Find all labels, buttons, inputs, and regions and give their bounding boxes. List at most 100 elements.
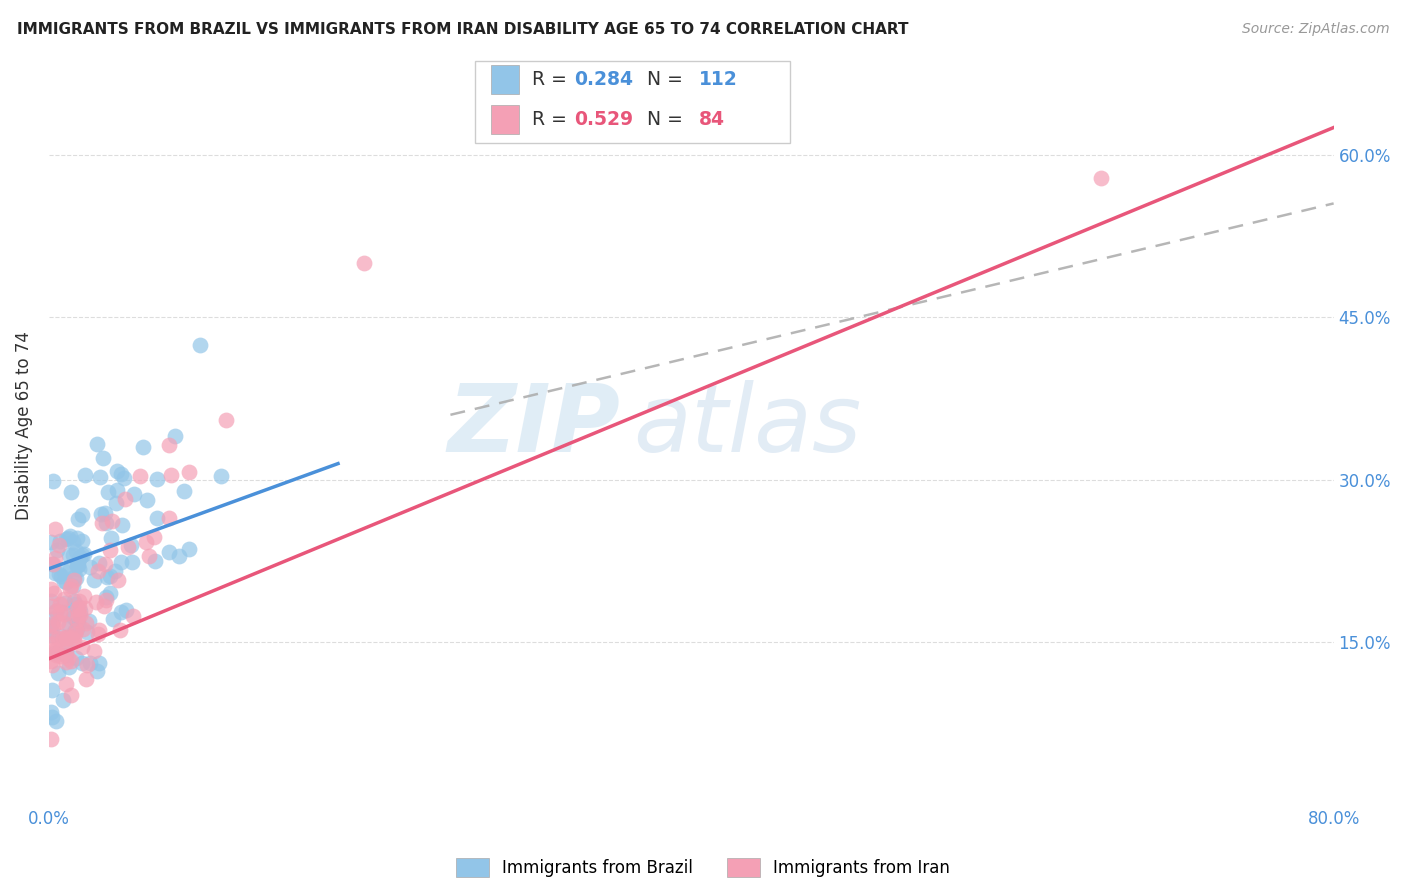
Point [52,574,75,589]
Point [69,549,91,564]
Point [46,666,69,681]
Point [39,617,62,632]
Text: N =: N = [634,110,689,128]
Point [65,615,87,630]
Point [72,508,94,522]
Point [72,640,94,655]
Point [112,471,135,485]
Text: 0.529: 0.529 [575,110,634,128]
Point [89,470,111,484]
Point [173,484,195,499]
Point [1090,171,1112,186]
Point [70,548,93,562]
Point [93,557,115,571]
Point [135,535,157,549]
Point [67,562,90,576]
Point [52,563,75,577]
Point [75,615,97,630]
Point [84,595,107,609]
Point [67,600,90,615]
Point [96,570,118,584]
Point [86,664,108,678]
Point [69,604,91,618]
Legend: Immigrants from Brazil, Immigrants from Iran: Immigrants from Brazil, Immigrants from … [449,851,957,884]
Point [65,651,87,665]
Text: atlas: atlas [634,380,862,471]
Point [121,609,143,624]
Point [215,413,238,427]
Point [53,605,76,619]
Point [159,438,181,452]
Point [79,615,101,629]
Point [39,705,62,719]
Point [44,522,66,536]
Point [177,465,200,479]
Point [59,582,82,596]
Point [46,542,69,557]
Point [42,643,65,657]
Point [41,683,63,698]
Point [108,623,131,637]
Point [62,632,84,647]
Point [62,548,84,562]
Point [41,628,63,642]
Point [62,579,84,593]
Point [96,485,118,500]
Point [45,643,67,657]
Point [120,538,142,552]
Point [53,591,76,606]
Point [83,573,105,587]
Point [58,660,80,674]
Point [55,648,77,662]
Point [55,640,77,654]
Text: N =: N = [634,70,689,89]
Point [55,677,77,691]
Point [117,541,139,555]
Point [48,605,70,619]
Point [49,629,72,643]
Point [89,656,111,670]
Point [69,607,91,622]
Point [45,604,67,618]
Point [90,507,112,521]
Point [87,624,110,638]
Point [87,556,110,570]
Point [93,599,115,614]
Point [45,648,67,663]
Point [39,593,62,607]
Point [100,514,122,528]
Point [39,637,62,651]
Point [115,603,138,617]
Point [209,469,232,483]
Point [100,531,122,545]
Point [105,496,128,510]
Point [44,646,66,660]
Point [39,618,62,632]
Point [59,579,82,593]
Point [63,597,86,611]
Point [62,609,84,624]
Point [110,555,132,569]
Point [55,631,77,645]
Point [44,566,66,580]
Bar [491,65,519,95]
Point [65,544,87,558]
Point [63,625,86,640]
Point [52,615,75,630]
Point [98,586,121,600]
Point [353,256,375,270]
Text: Source: ZipAtlas.com: Source: ZipAtlas.com [1241,22,1389,37]
Point [110,605,132,619]
Point [41,475,63,489]
Point [72,622,94,636]
Bar [491,104,519,134]
Point [55,533,77,547]
Point [122,487,145,501]
Point [86,437,108,451]
FancyBboxPatch shape [475,62,790,144]
Point [157,545,180,559]
Point [107,573,129,587]
Point [87,564,110,578]
Point [49,597,72,611]
Point [66,616,89,631]
